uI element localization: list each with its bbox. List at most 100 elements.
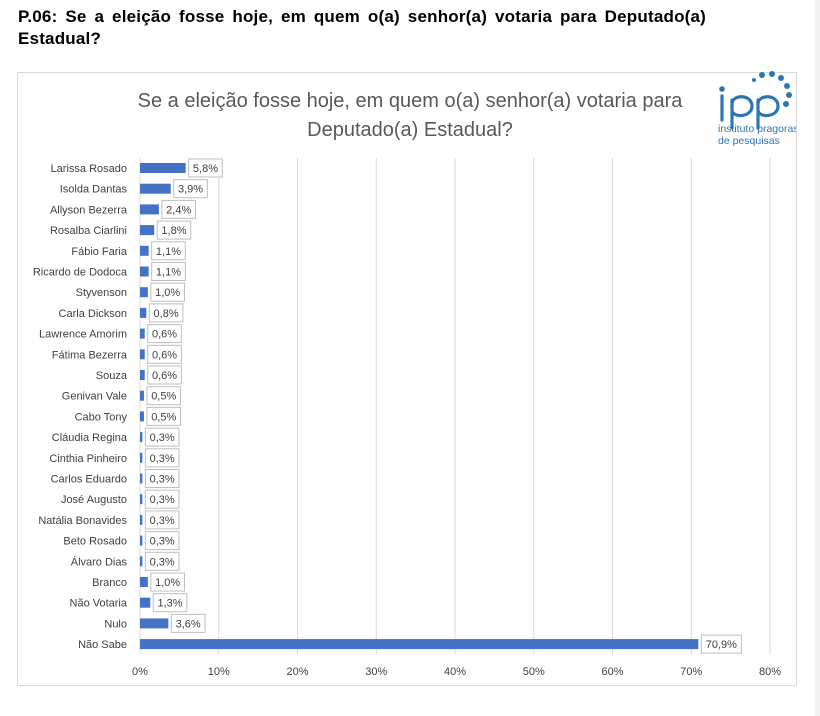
bar <box>140 432 143 443</box>
data-label-box <box>150 282 185 302</box>
category-label: Branco <box>92 577 127 589</box>
chart-title-line-2: Deputado(a) Estadual? <box>307 119 513 141</box>
bar <box>140 473 143 484</box>
category-label: Não Votaria <box>70 598 128 610</box>
data-label: 0,3% <box>150 494 175 506</box>
data-label-box <box>151 241 186 261</box>
bar <box>140 307 147 318</box>
bar <box>140 163 186 173</box>
bar <box>140 411 144 422</box>
bar <box>140 618 169 629</box>
bar <box>140 452 143 463</box>
bar <box>140 494 143 505</box>
category-label: Genivan Vale <box>62 391 127 403</box>
bar <box>140 535 143 546</box>
data-label: 0,6% <box>152 329 177 341</box>
bar <box>140 287 148 298</box>
bar <box>140 370 145 380</box>
logo-line-1: instituto pragoras <box>718 123 796 135</box>
data-label-box <box>147 324 182 344</box>
x-tick-label: 40% <box>444 666 466 678</box>
category-label: Álvaro Dias <box>71 555 128 568</box>
x-tick-label: 10% <box>208 666 230 678</box>
data-label-box <box>144 531 180 551</box>
x-tick-label: 0% <box>132 666 148 678</box>
chart-bars <box>140 163 699 650</box>
bar <box>140 514 143 525</box>
data-label: 1,0% <box>155 577 180 589</box>
category-label: Larissa Rosado <box>51 163 127 175</box>
data-label: 1,1% <box>156 246 181 258</box>
data-label-box <box>147 365 182 385</box>
bar <box>140 349 145 360</box>
category-label: Cabo Tony <box>75 411 128 423</box>
logo-line-2: de pesquisas <box>718 135 780 147</box>
category-label: Natália Bonavides <box>38 515 127 527</box>
data-label: 70,9% <box>706 639 737 651</box>
category-label: Cláudia Regina <box>52 432 128 444</box>
data-label: 0,3% <box>150 515 175 527</box>
data-label: 5,8% <box>193 163 218 175</box>
bar <box>140 556 143 567</box>
data-label-box <box>144 551 180 571</box>
data-label: 0,3% <box>150 556 175 568</box>
x-tick-label: 70% <box>680 666 702 678</box>
category-label: Allyson Bezerra <box>50 204 128 216</box>
x-tick-label: 60% <box>601 666 623 678</box>
category-label: Nulo <box>104 618 127 630</box>
category-label: Souza <box>96 370 128 382</box>
chart-gridlines <box>139 158 771 655</box>
category-label: Carlos Eduardo <box>51 474 127 486</box>
data-label: 1,8% <box>161 225 186 237</box>
bar <box>140 597 151 608</box>
x-tick-label: 80% <box>759 666 781 678</box>
data-label: 0,8% <box>154 308 179 320</box>
data-label-box <box>152 593 188 613</box>
data-label-box <box>173 179 208 199</box>
bar <box>140 266 149 277</box>
data-label: 0,3% <box>150 453 175 465</box>
data-label-box <box>144 448 180 468</box>
chart-category-labels: Larissa Rosado Isolda Dantas Allyson Bezer… <box>33 163 128 651</box>
data-label: 0,6% <box>152 370 177 382</box>
category-label: Lawrence Amorim <box>39 329 127 341</box>
data-label-box <box>151 262 186 281</box>
data-label: 0,5% <box>151 391 176 403</box>
bar <box>140 390 144 401</box>
bar <box>140 328 145 339</box>
scrollbar-track[interactable] <box>815 0 820 716</box>
data-label-box <box>150 572 185 592</box>
data-label-box <box>146 406 182 426</box>
question-heading: P.06: Se a eleição fosse hoje, em quem o… <box>18 7 707 48</box>
category-label: Não Sabe <box>78 639 127 651</box>
category-label: Beto Rosado <box>63 536 127 548</box>
data-label: 3,9% <box>178 184 203 196</box>
data-label-box <box>146 386 182 406</box>
bar <box>140 245 149 256</box>
x-tick-label: 20% <box>286 666 308 678</box>
bar <box>140 225 155 236</box>
category-label: José Augusto <box>61 494 127 506</box>
data-label-box <box>147 344 182 364</box>
data-label: 1,3% <box>157 598 182 610</box>
bar <box>140 204 159 215</box>
data-label: 1,0% <box>155 287 180 299</box>
data-label: 0,3% <box>150 536 175 548</box>
category-label: Fábio Faria <box>71 246 128 258</box>
category-label: Styvenson <box>76 287 127 299</box>
data-label: 0,3% <box>150 432 175 444</box>
category-label: Fátima Bezerra <box>52 349 128 361</box>
bar <box>140 183 171 194</box>
data-label-box <box>144 427 180 447</box>
chart-title: Se a eleição fosse hoje, em quem o(a) se… <box>138 90 684 141</box>
category-label: Isolda Dantas <box>60 184 128 196</box>
data-label-box <box>170 613 206 633</box>
data-label: 0,6% <box>152 349 177 361</box>
data-label: 1,1% <box>156 267 181 279</box>
data-label-box <box>156 220 192 240</box>
data-label: 0,5% <box>151 411 176 423</box>
chart-data-labels: 5,8% 3,9% 2,4% 1,8% 1,1% 1,1% 1,0% 0,8% 0,6% 0,6%… <box>144 158 742 654</box>
data-label-box <box>144 510 180 530</box>
category-label: Rosalba Ciarlini <box>50 225 127 237</box>
